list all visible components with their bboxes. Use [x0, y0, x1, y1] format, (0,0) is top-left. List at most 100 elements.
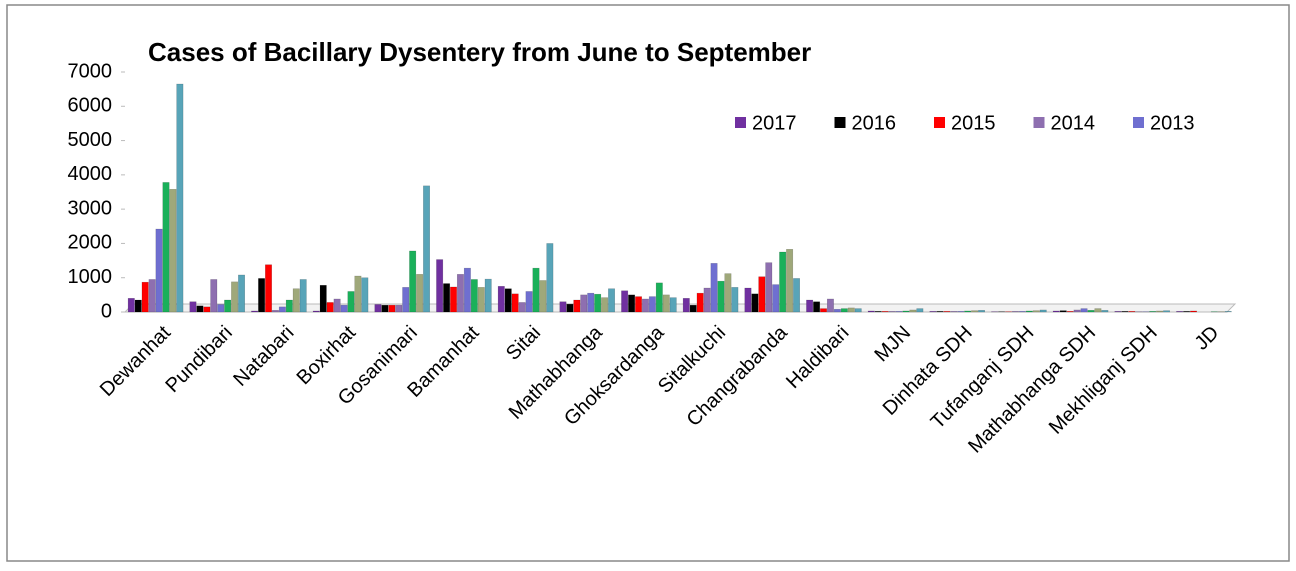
bar	[621, 291, 627, 312]
bar	[1060, 311, 1066, 312]
bar	[759, 277, 765, 312]
legend-label: 2014	[1051, 112, 1096, 134]
bar	[1102, 310, 1108, 312]
bar	[930, 311, 936, 312]
y-tick-label: 3000	[68, 197, 113, 219]
y-tick-label: 7000	[68, 60, 113, 82]
legend-swatch	[934, 117, 945, 128]
bar	[841, 309, 847, 312]
bar	[903, 311, 909, 312]
bar	[519, 302, 525, 312]
bar	[608, 289, 614, 312]
bar	[258, 278, 264, 312]
chart-title: Cases of Bacillary Dysentery from June t…	[148, 37, 811, 67]
bar	[855, 309, 861, 312]
bar	[663, 295, 669, 312]
bar	[882, 311, 888, 312]
bar	[848, 308, 854, 312]
chart-frame	[7, 5, 1289, 561]
bar	[471, 279, 477, 312]
bar	[1190, 311, 1196, 312]
bar	[635, 297, 641, 312]
bar	[766, 263, 772, 312]
bar	[485, 279, 491, 312]
bar	[334, 299, 340, 312]
y-tick-label: 6000	[68, 95, 113, 117]
bar	[238, 275, 244, 312]
bar	[436, 260, 442, 312]
bar	[628, 295, 634, 312]
bar	[286, 300, 292, 312]
bar	[725, 274, 731, 312]
bar	[1026, 311, 1032, 312]
bar	[416, 274, 422, 312]
bar	[375, 304, 381, 312]
bar	[978, 310, 984, 312]
bar	[197, 306, 203, 312]
bar	[1019, 311, 1025, 312]
bar	[718, 281, 724, 312]
bar	[498, 286, 504, 312]
bar	[177, 84, 183, 312]
bar	[773, 285, 779, 312]
bar	[450, 287, 456, 312]
bar	[1074, 310, 1080, 312]
y-tick-label: 1000	[68, 266, 113, 288]
bar	[389, 305, 395, 312]
bar	[156, 229, 162, 312]
bar	[512, 294, 518, 312]
bar	[1095, 309, 1101, 312]
bar	[1033, 311, 1039, 312]
legend-swatch	[735, 117, 746, 128]
legend-label: 2016	[852, 112, 897, 134]
bar	[958, 311, 964, 312]
bar	[1040, 310, 1046, 312]
y-tick-label: 2000	[68, 232, 113, 254]
bar	[732, 287, 738, 312]
bar	[423, 186, 429, 312]
bar	[300, 279, 306, 312]
bar	[1183, 311, 1189, 312]
bar	[690, 305, 696, 312]
bar	[683, 298, 689, 312]
bar	[567, 304, 573, 312]
bar	[341, 305, 347, 312]
bar	[786, 249, 792, 312]
bar	[745, 288, 751, 312]
bar	[588, 293, 594, 312]
bar	[272, 310, 278, 312]
bar	[793, 278, 799, 312]
bar	[265, 265, 271, 312]
bar	[293, 289, 299, 312]
bar	[889, 311, 895, 312]
bar	[1129, 311, 1135, 312]
legend-swatch	[835, 117, 846, 128]
bar	[478, 287, 484, 312]
bar	[1088, 310, 1094, 312]
bar	[1012, 311, 1018, 312]
bar	[1225, 311, 1231, 312]
bar	[951, 311, 957, 312]
bar	[937, 311, 943, 312]
bar	[355, 276, 361, 312]
bar	[642, 299, 648, 312]
bar	[224, 300, 230, 312]
bar	[320, 285, 326, 312]
bar	[1163, 311, 1169, 312]
bar	[457, 274, 463, 312]
bar	[752, 294, 758, 312]
bar	[382, 305, 388, 312]
bar	[827, 299, 833, 312]
bar	[964, 311, 970, 312]
legend-label: 2017	[752, 112, 797, 134]
bar	[944, 311, 950, 312]
bar	[711, 263, 717, 312]
bar	[806, 300, 812, 312]
bar	[279, 307, 285, 312]
bar	[1149, 311, 1155, 312]
bar	[581, 295, 587, 312]
bar	[834, 309, 840, 312]
bar	[574, 300, 580, 312]
bar	[1122, 311, 1128, 312]
